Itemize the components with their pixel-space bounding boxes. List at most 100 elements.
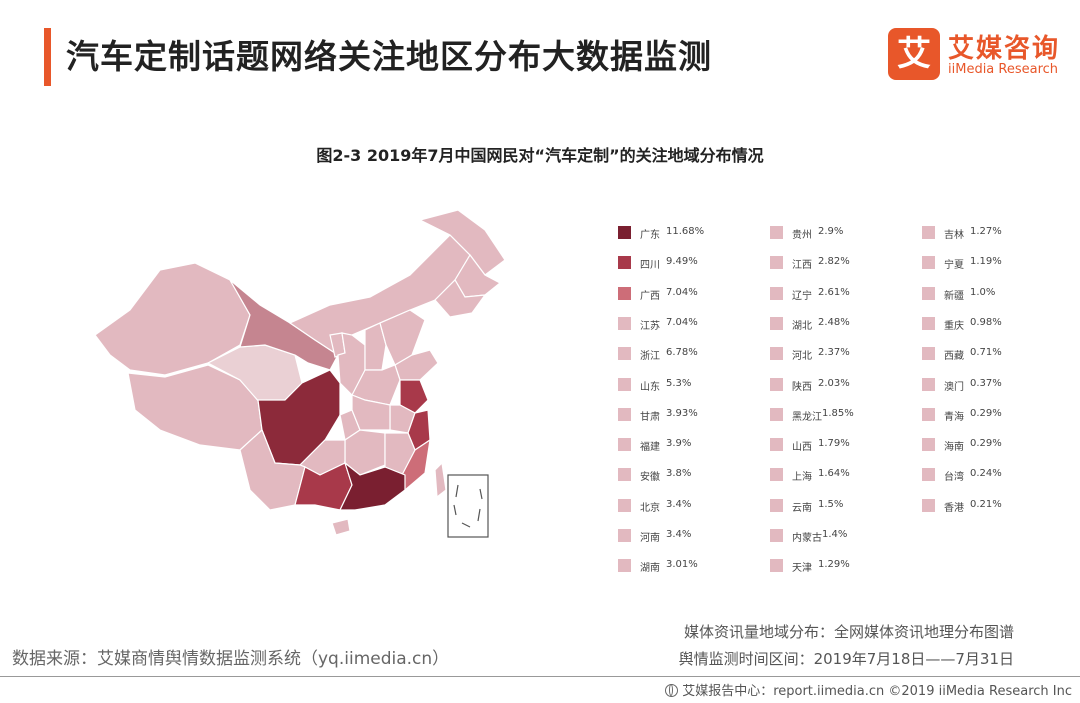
legend-item: 湖北 2.48%	[764, 316, 916, 332]
legend-value: 2.03%	[818, 377, 850, 389]
legend-item: 江西 2.82%	[764, 255, 916, 271]
legend-item: 青海 0.29%	[916, 407, 1068, 423]
legend-swatch	[770, 559, 783, 573]
legend-item: 安徽 3.8%	[612, 467, 764, 483]
legend-province: 天津	[792, 563, 812, 575]
south-china-sea-inset	[447, 474, 489, 538]
legend-swatch	[618, 226, 631, 239]
footer-divider	[0, 676, 1080, 677]
legend-value: 5.3%	[666, 377, 692, 389]
legend-item: 甘肃 3.93%	[612, 407, 764, 423]
legend-province: 浙江	[640, 351, 660, 363]
legend-value: 11.68%	[666, 226, 705, 237]
legend-swatch	[922, 468, 935, 482]
legend-swatch	[922, 226, 935, 239]
legend-item: 河南 3.4%	[612, 528, 764, 544]
legend-swatch	[770, 256, 783, 270]
legend-value: 0.37%	[970, 377, 1002, 389]
legend-swatch	[618, 559, 631, 573]
region-heilongjiang	[418, 209, 506, 276]
legend-swatch	[618, 377, 631, 391]
legend-swatch	[770, 347, 783, 361]
legend-item: 上海 1.64%	[764, 467, 916, 483]
distribution-note: 媒体资讯量地域分布：全网媒体资讯地理分布图谱	[683, 623, 1014, 641]
legend-swatch	[770, 407, 783, 421]
legend-value: 3.8%	[666, 468, 692, 480]
legend-item: 黑龙江 1.85%	[764, 407, 916, 423]
legend-item: 澳门 0.37%	[916, 377, 1068, 393]
legend-province: 安徽	[640, 472, 660, 484]
legend-province: 新疆	[944, 290, 964, 302]
legend-item: 台湾 0.24%	[916, 467, 1068, 483]
region-liaoning	[434, 279, 487, 318]
legend-item: 海南 0.29%	[916, 437, 1068, 453]
legend-item: 广东 11.68%	[612, 225, 764, 241]
legend-value: 1.85%	[822, 407, 854, 419]
legend-item: 山西 1.79%	[764, 437, 916, 453]
legend-province: 澳门	[944, 381, 964, 393]
legend-item: 重庆 0.98%	[916, 316, 1068, 332]
china-map	[90, 205, 520, 555]
legend-province: 黑龙江	[792, 411, 822, 423]
map-legend: 广东 11.68% 四川 9.49% 广西 7.04% 江苏 7.04% 浙江 6.78% 山东 5.…	[612, 225, 1032, 595]
legend-swatch	[618, 407, 631, 421]
nine-dash-line	[453, 484, 483, 528]
legend-province: 上海	[792, 472, 812, 484]
legend-value: 3.9%	[666, 438, 692, 450]
region-hainan	[331, 518, 351, 536]
legend-swatch	[618, 468, 631, 482]
china-map-svg	[94, 209, 506, 538]
legend-item: 贵州 2.9%	[764, 225, 916, 241]
legend-item: 吉林 1.27%	[916, 225, 1068, 241]
legend-value: 7.04%	[666, 316, 698, 328]
legend-value: 7.04%	[666, 286, 698, 298]
legend-province: 重庆	[944, 320, 964, 332]
legend-value: 1.4%	[822, 529, 848, 540]
legend-swatch	[922, 256, 935, 270]
legend-item: 西藏 0.71%	[916, 346, 1068, 362]
legend-swatch	[770, 226, 783, 239]
legend-value: 0.21%	[970, 498, 1002, 510]
legend-swatch	[618, 438, 631, 452]
legend-province: 内蒙古	[792, 533, 822, 544]
legend-province: 福建	[640, 442, 660, 454]
legend-province: 甘肃	[640, 411, 660, 423]
legend-swatch	[922, 498, 935, 512]
legend-swatch	[770, 377, 783, 391]
legend-swatch	[922, 407, 935, 421]
legend-value: 3.93%	[666, 407, 698, 419]
legend-province: 湖北	[792, 320, 812, 332]
legend-item: 云南 1.5%	[764, 498, 916, 514]
legend-item: 四川 9.49%	[612, 255, 764, 271]
legend-value: 1.29%	[818, 559, 850, 571]
region-fujian	[401, 438, 431, 492]
legend-swatch	[618, 286, 631, 300]
legend-value: 2.9%	[818, 226, 844, 237]
globe-icon	[665, 684, 679, 697]
page-title: 汽车定制话题网络关注地区分布大数据监测	[66, 37, 712, 76]
legend-value: 1.5%	[818, 498, 844, 510]
legend-item: 河北 2.37%	[764, 346, 916, 362]
iimedia-logo[interactable]: 艾 艾媒咨询 iiMedia Research	[888, 28, 1064, 84]
chart-title: 图2-3 2019年7月中国网民对“汽车定制”的关注地域分布情况	[316, 146, 764, 165]
legend-province: 青海	[944, 411, 964, 423]
region-taiwan	[434, 461, 447, 499]
logo-english-name: iiMedia Research	[948, 62, 1059, 77]
title-accent-bar	[44, 28, 51, 86]
legend-item: 香港 0.21%	[916, 498, 1068, 514]
legend-swatch	[922, 377, 935, 391]
legend-province: 江苏	[640, 320, 660, 332]
region-jiangsu	[399, 379, 429, 414]
legend-province: 山东	[640, 381, 660, 393]
legend-province: 河北	[792, 351, 812, 363]
legend-item: 山东 5.3%	[612, 377, 764, 393]
legend-swatch	[770, 438, 783, 452]
legend-swatch	[770, 498, 783, 512]
legend-value: 2.48%	[818, 316, 850, 328]
region-gansu	[229, 279, 339, 371]
legend-province: 台湾	[944, 472, 964, 484]
logo-chinese-name: 艾媒咨询	[948, 34, 1061, 64]
legend-value: 0.29%	[970, 438, 1002, 450]
legend-province: 辽宁	[792, 290, 812, 302]
legend-value: 1.0%	[970, 286, 996, 298]
